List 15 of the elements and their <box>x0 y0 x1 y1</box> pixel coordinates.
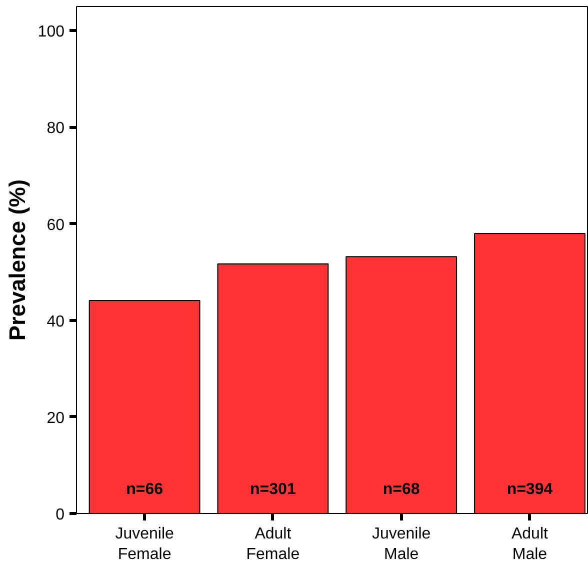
x-tick-label: Adult Male <box>511 526 549 563</box>
y-axis-title: Prevalence (%) <box>4 179 30 341</box>
annotation: n=301 <box>250 480 296 498</box>
y-tick-label: 20 <box>46 410 65 427</box>
x-tick-label: Juvenile Female <box>115 526 174 563</box>
y-tick-label: 40 <box>46 313 65 330</box>
annotation: n=68 <box>382 480 420 498</box>
y-tick-label: 60 <box>46 216 65 234</box>
x-tick-label: Adult Female <box>246 526 300 563</box>
y-tick-label: 100 <box>38 24 65 41</box>
annotation: n=394 <box>506 480 553 498</box>
y-tick-label: 80 <box>46 120 65 138</box>
annotation: n=66 <box>126 480 164 498</box>
y-tick-label: 0 <box>56 506 65 524</box>
x-tick-label: Juvenile Male <box>372 526 431 563</box>
